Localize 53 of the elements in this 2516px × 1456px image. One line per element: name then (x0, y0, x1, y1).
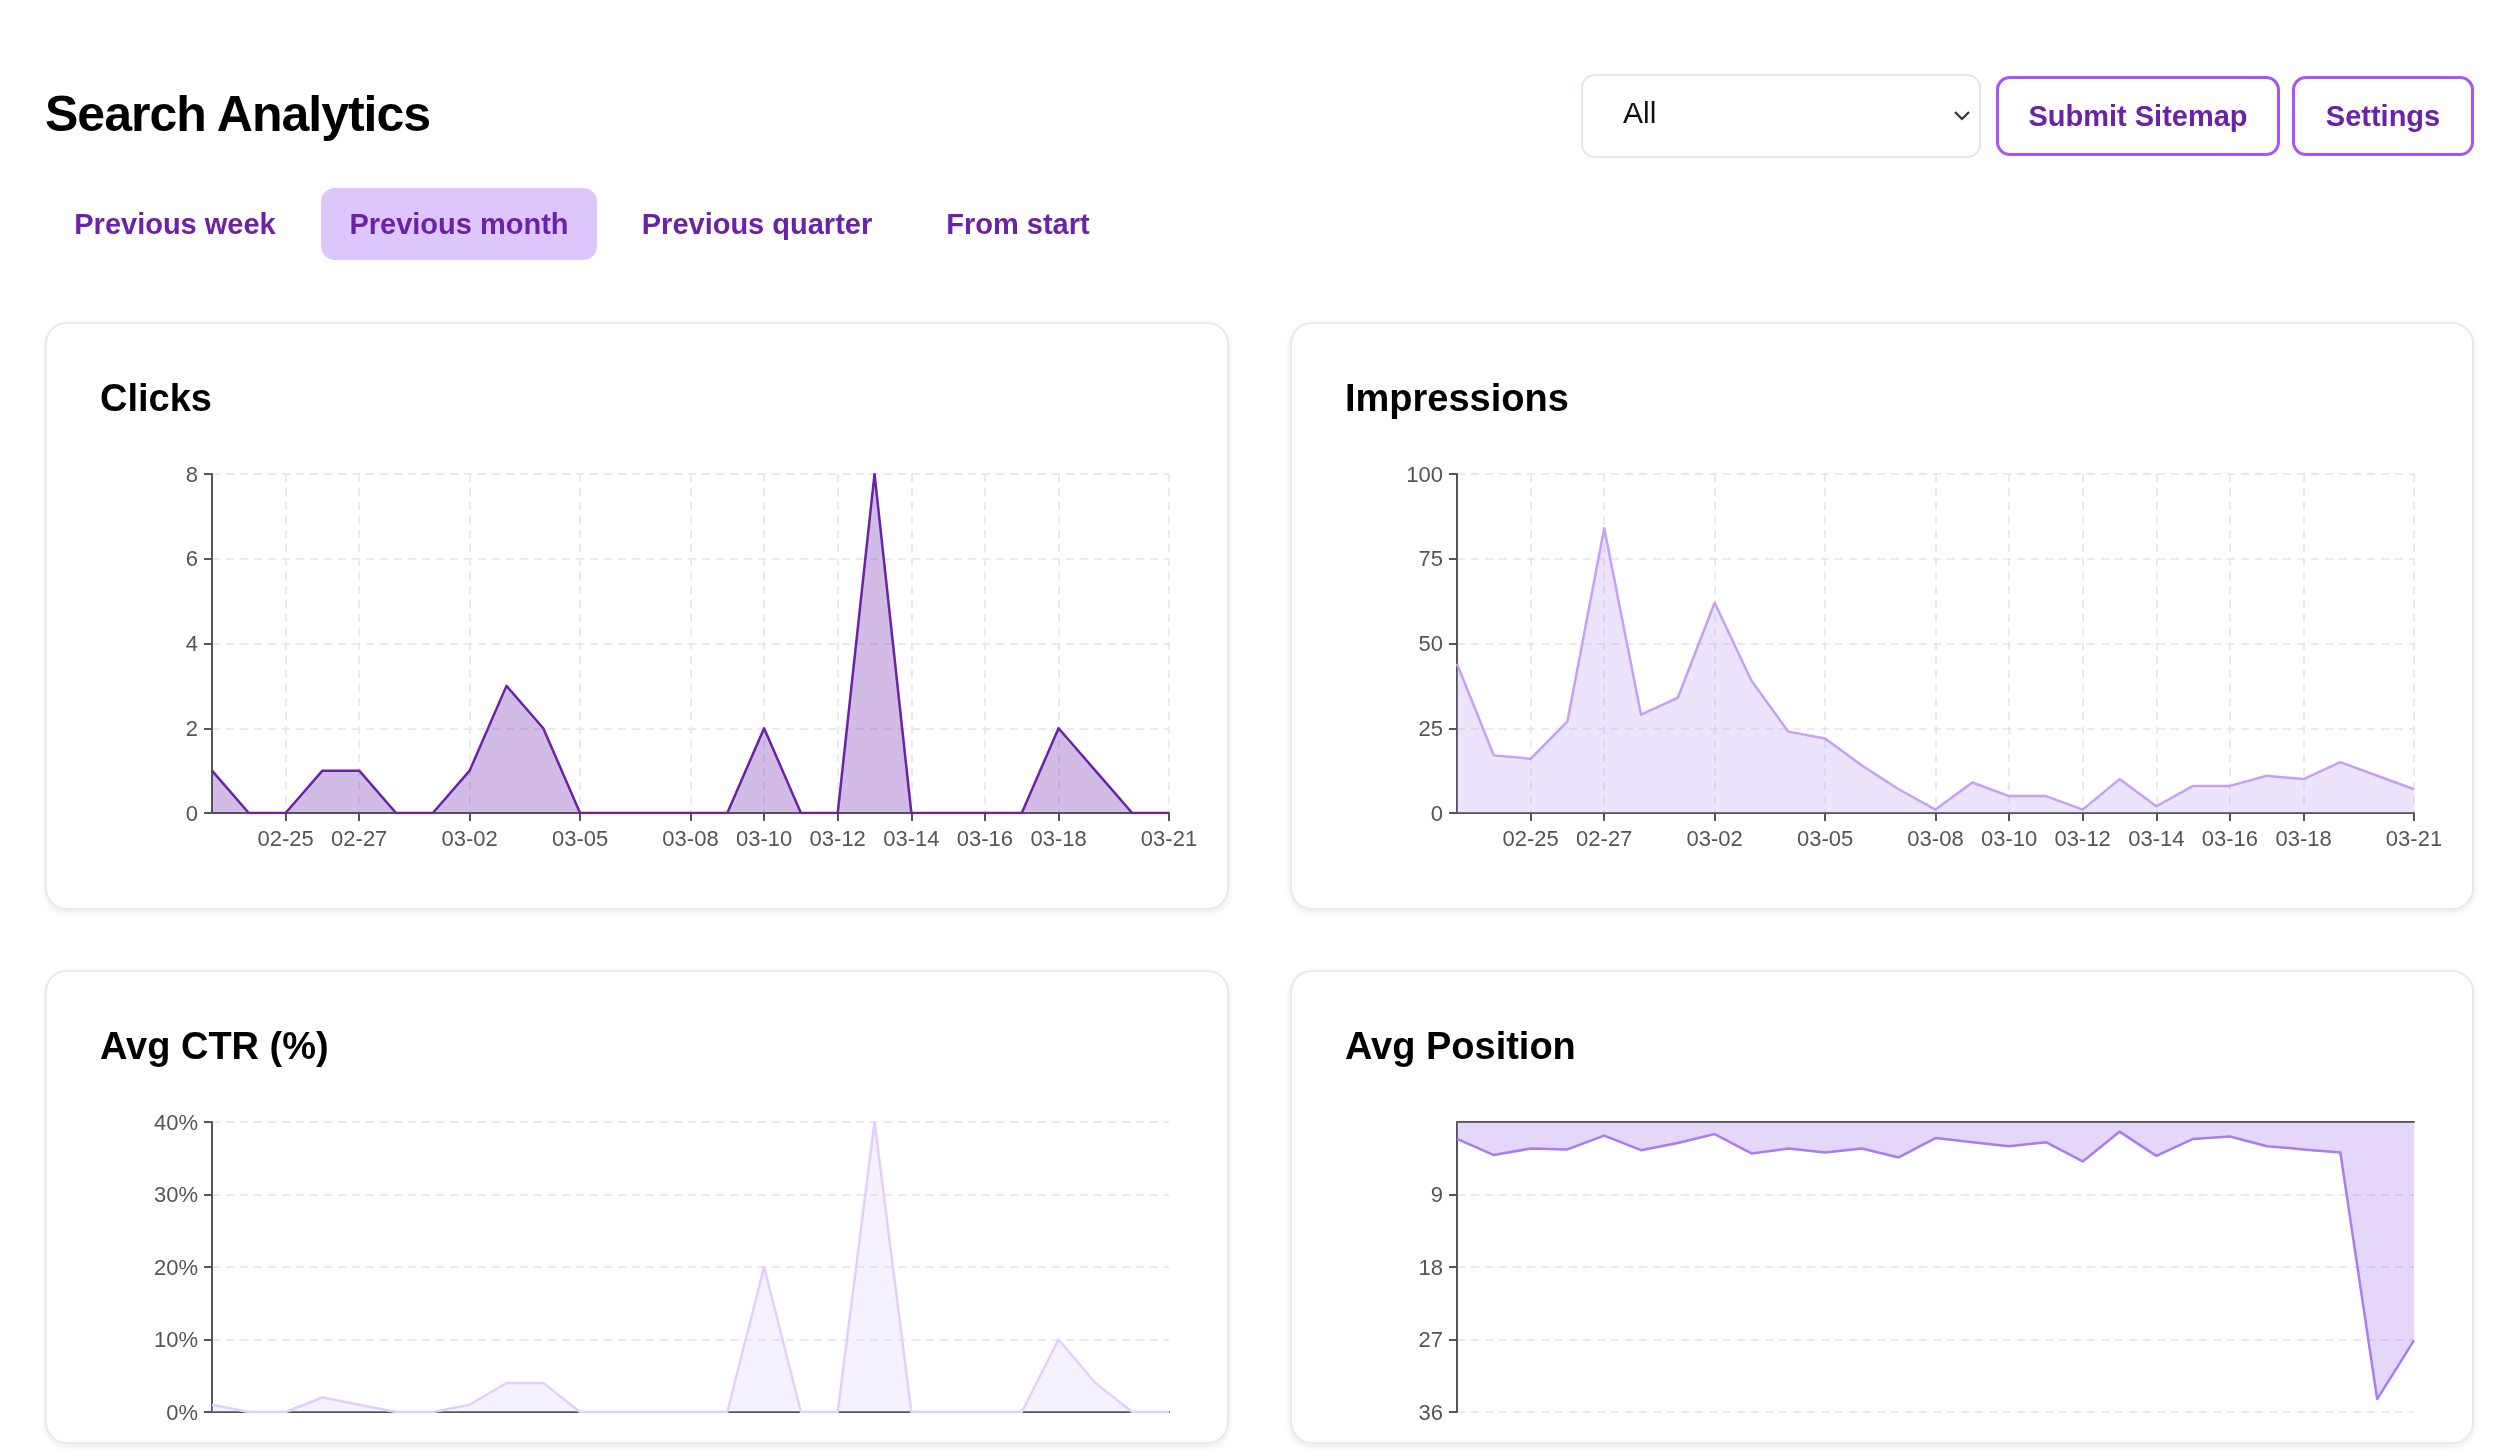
x-tick-label: 03-10 (1980, 825, 2038, 851)
x-tick-label: 03-21 (2385, 825, 2443, 851)
y-tick-label: 50 (1418, 631, 1443, 656)
chart-title: Clicks (100, 377, 212, 419)
x-tick-label: 03-02 (441, 825, 498, 851)
x-tick-label: 02-27 (331, 825, 388, 851)
x-tick-label: 03-10 (735, 825, 793, 851)
x-tick-label: 03-14 (2128, 825, 2185, 851)
y-tick-label: 75 (1418, 546, 1443, 572)
y-tick-label: 2 (185, 715, 198, 741)
y-tick-label: 25 (1418, 715, 1443, 741)
y-tick-label: 4 (185, 631, 198, 656)
text: Submit Sitemap (1996, 76, 2280, 156)
text: Previous week (73, 206, 277, 242)
y-tick-label: 20% (153, 1254, 198, 1280)
x-tick-label: 03-02 (1686, 825, 1743, 851)
x-tick-label: 03-18 (1030, 825, 1087, 851)
x-tick-label: 03-16 (2201, 825, 2259, 851)
y-tick-label: 0 (185, 800, 198, 826)
x-tick-label: 02-25 (257, 825, 314, 851)
text: From start (945, 206, 1091, 242)
y-tick-label: 0 (1430, 800, 1443, 826)
y-tick-label: 18 (1418, 1254, 1443, 1280)
chart-title: Impressions (1345, 377, 1569, 419)
y-tick-label: 10% (153, 1327, 198, 1352)
text: Previous month (321, 188, 597, 260)
x-tick-label: 03-08 (1907, 825, 1964, 851)
x-tick-label: 02-25 (1502, 825, 1559, 851)
y-tick-label: 36 (1418, 1399, 1443, 1425)
y-tick-label: 40% (153, 1109, 198, 1135)
y-tick-label: 30% (153, 1182, 198, 1207)
x-tick-label: 03-18 (2275, 825, 2332, 851)
x-tick-label: 03-16 (956, 825, 1014, 851)
x-tick-label: 03-21 (1140, 825, 1198, 851)
y-tick-label: 8 (185, 461, 198, 487)
x-tick-label: 03-05 (551, 825, 609, 851)
chart-title: Avg CTR (%) (100, 1025, 329, 1067)
y-tick-label: 0% (166, 1399, 198, 1425)
y-tick-label: 6 (185, 546, 198, 572)
y-tick-label: 100 (1406, 461, 1443, 487)
text: Search Analytics (45, 85, 431, 143)
text: Previous quarter (640, 206, 874, 242)
x-tick-label: 03-12 (2054, 825, 2111, 851)
chart-title: Avg Position (1345, 1025, 1576, 1067)
x-tick-label: 03-08 (662, 825, 719, 851)
x-tick-label: 02-27 (1576, 825, 1633, 851)
y-tick-label: 27 (1418, 1327, 1443, 1352)
y-tick-label: 9 (1430, 1182, 1443, 1207)
x-tick-label: 03-05 (1796, 825, 1854, 851)
x-tick-label: 03-12 (809, 825, 866, 851)
text: Settings (2292, 76, 2474, 156)
text: All (1623, 96, 1657, 130)
x-tick-label: 03-14 (883, 825, 940, 851)
